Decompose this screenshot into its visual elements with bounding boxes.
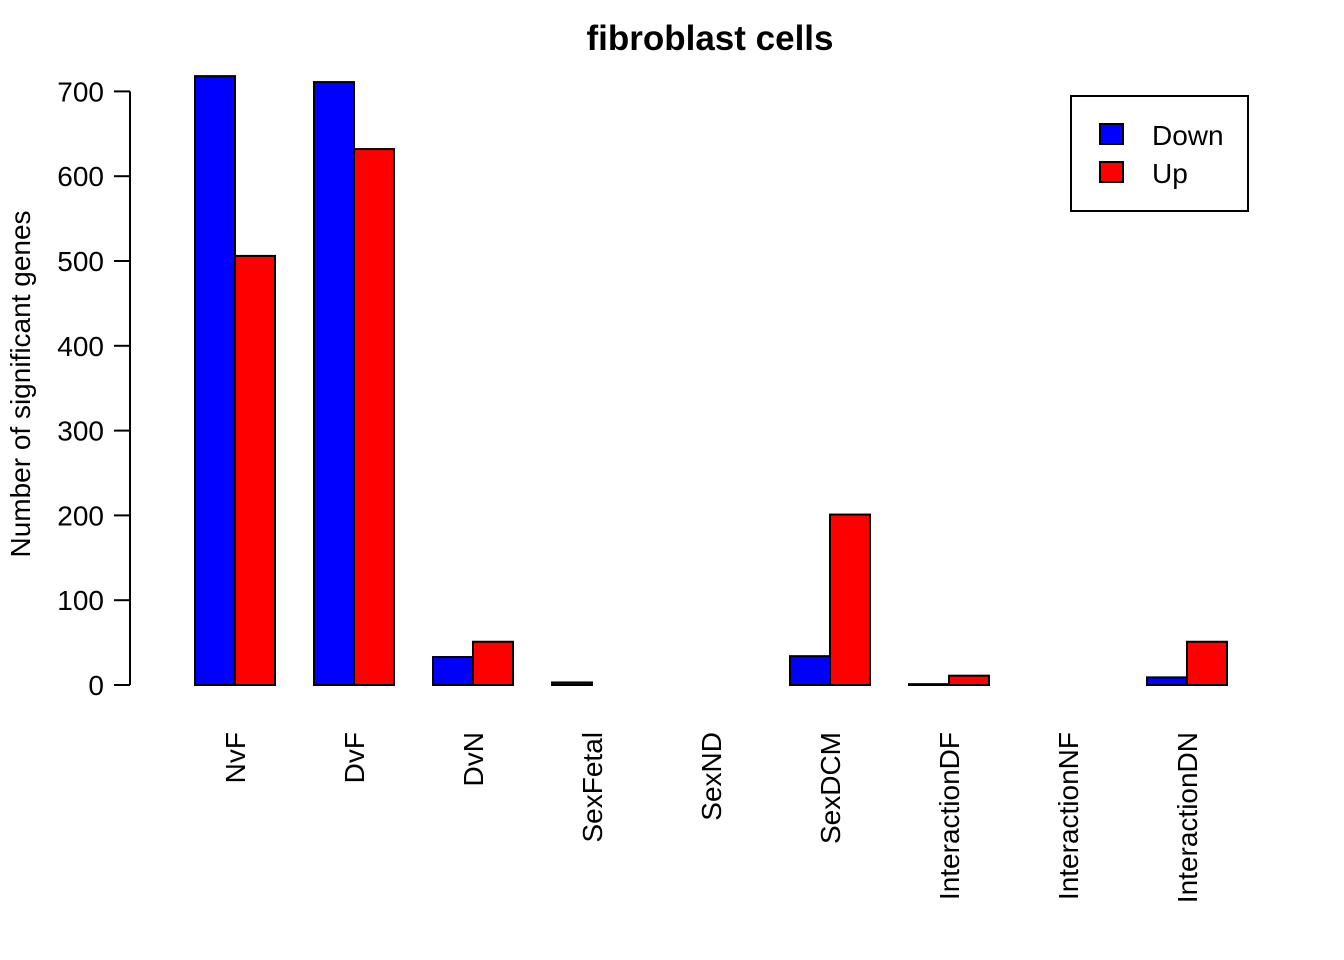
bar-InteractionDN-up	[1186, 640, 1228, 687]
y-tick-label: 200	[57, 500, 104, 531]
bars-group	[194, 75, 1228, 687]
bar-NvF-up	[234, 254, 276, 687]
bar-InteractionDF-up	[948, 674, 990, 686]
y-tick-label: 700	[57, 76, 104, 107]
x-tick-label: SexDCM	[815, 732, 846, 844]
bar-SexFetal-down	[551, 681, 593, 686]
legend: Down Up	[1070, 95, 1249, 212]
bar-SexDCM-up	[829, 513, 871, 686]
bar-NvF-down	[194, 75, 236, 687]
x-tick-label: SexND	[696, 732, 727, 821]
y-axis: 0 100 200 300 400 500 600 700	[57, 76, 131, 701]
x-tick-label: InteractionNF	[1053, 732, 1084, 900]
legend-label-up: Up	[1152, 158, 1188, 189]
legend-swatch-down	[1099, 123, 1124, 145]
legend-box	[1070, 95, 1249, 212]
bar-DvN-down	[432, 656, 474, 686]
bar-DvF-down	[313, 81, 355, 686]
y-tick-label: 500	[57, 246, 104, 277]
bar-SexDCM-down	[789, 655, 831, 687]
x-axis-labels: NvF DvF DvN SexFetal SexND SexDCM InteractionD…	[220, 732, 1203, 903]
bar-DvN-up	[472, 640, 514, 687]
legend-swatch-up	[1099, 161, 1124, 183]
x-tick-label: DvF	[339, 732, 370, 783]
y-tick-label: 100	[57, 585, 104, 616]
y-tick-label: 300	[57, 416, 104, 447]
legend-label-down: Down	[1152, 120, 1224, 151]
bar-InteractionDF-down	[908, 683, 950, 686]
y-tick-label: 400	[57, 331, 104, 362]
x-tick-label: InteractionDF	[934, 732, 965, 900]
y-tick-label: 0	[88, 670, 104, 701]
x-tick-label: NvF	[220, 732, 251, 783]
y-axis-title: Number of significant genes	[5, 210, 36, 557]
bar-InteractionDN-down	[1146, 676, 1188, 686]
chart-title: fibroblast cells	[586, 19, 833, 58]
x-tick-label: InteractionDN	[1172, 732, 1203, 903]
x-tick-label: SexFetal	[577, 732, 608, 843]
bar-DvF-up	[353, 148, 395, 686]
x-tick-label: DvN	[458, 732, 489, 786]
y-tick-label: 600	[57, 161, 104, 192]
